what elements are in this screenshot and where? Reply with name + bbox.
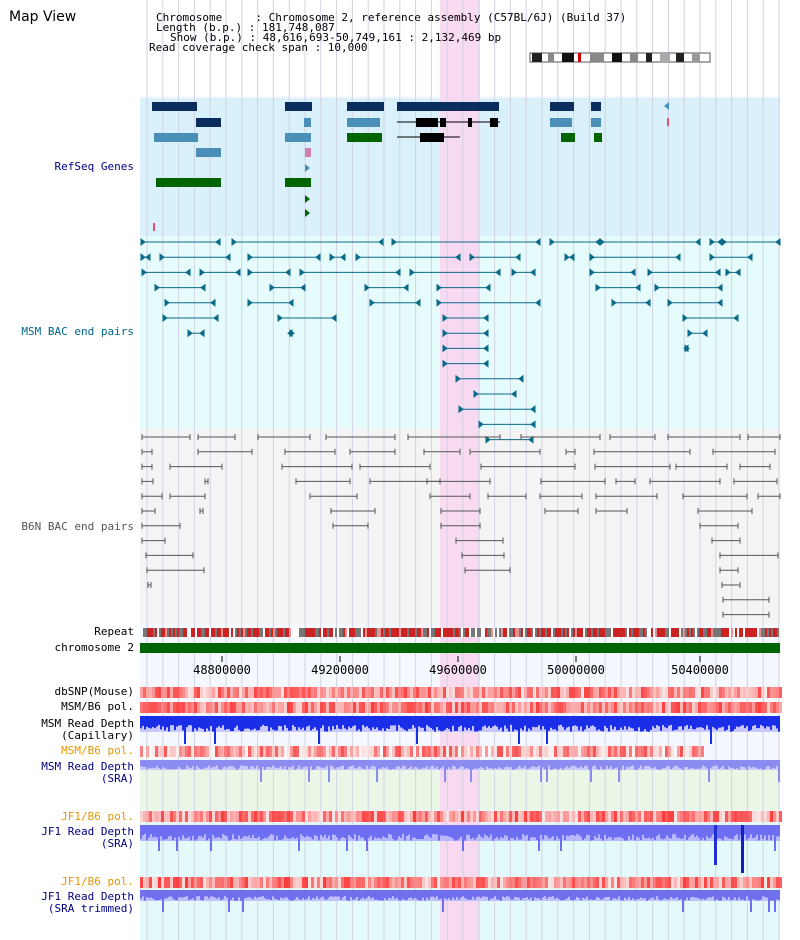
chromosome-info: Chromosome : Chromosome 2, reference ass… [156,11,627,24]
read-depth-tracks[interactable] [140,716,780,912]
track-label-jf1-read-depth-trimmed[interactable]: JF1 Read Depth [41,890,134,903]
track-label-sra: (SRA) [100,772,134,785]
track-label-msm-bac[interactable]: MSM BAC end pairs [21,325,134,338]
repeat-track[interactable] [143,628,779,637]
grid-lines [146,0,780,940]
coverage-span-info: Read coverage check span : 10,000 [149,41,368,54]
show-range-info: Show (b.p.) : 48,616,693-50,749,161 : 2,… [170,31,502,44]
track-label-msm-b6-pol[interactable]: MSM/B6 pol. [61,700,134,713]
track-label-capillary: (Capillary) [61,729,134,742]
track-label-sra-2: (SRA) [100,837,134,850]
track-label-jf1-b6-pol[interactable]: JF1/B6 pol. [61,810,134,823]
variant-heat-tracks[interactable] [140,687,782,888]
track-label-msm-read-depth-sra[interactable]: MSM Read Depth [41,760,134,773]
msm-bac-pairs[interactable] [140,238,781,444]
chromosome-ideogram[interactable] [529,52,711,63]
track-label-chromosome[interactable]: chromosome 2 [54,641,134,654]
track-label-jf1-read-depth[interactable]: JF1 Read Depth [41,825,134,838]
highlight-region[interactable] [440,0,480,940]
axis-tick-label: 48800000 [193,663,251,677]
length-info: Length (b.p.) : 181,748,087 [156,21,335,34]
axis-tick-label: 50400000 [671,663,729,677]
axis-tick-label: 50000000 [547,663,605,677]
track-label-b6n-bac[interactable]: B6N BAC end pairs [21,520,134,533]
refseq-gene-features[interactable] [152,102,669,231]
track-label-refseq[interactable]: RefSeq Genes [54,160,134,173]
page-title: Map View [9,9,77,25]
chromosome-bar[interactable] [140,643,780,653]
axis-tick-label: 49600000 [429,663,487,677]
b6n-bac-pairs[interactable] [141,434,781,618]
track-label-repeat[interactable]: Repeat [94,625,134,638]
axis-ticks [221,656,701,662]
track-label-sra-trimmed: (SRA trimmed) [47,902,134,915]
axis-tick-label: 49200000 [311,663,369,677]
track-label-msm-b6-pol-2[interactable]: MSM/B6 pol. [61,744,134,757]
track-label-msm-read-depth[interactable]: MSM Read Depth [41,717,134,730]
track-label-dbsnp[interactable]: dbSNP(Mouse) [54,685,134,698]
track-label-jf1-b6-pol-2[interactable]: JF1/B6 pol. [61,875,134,888]
